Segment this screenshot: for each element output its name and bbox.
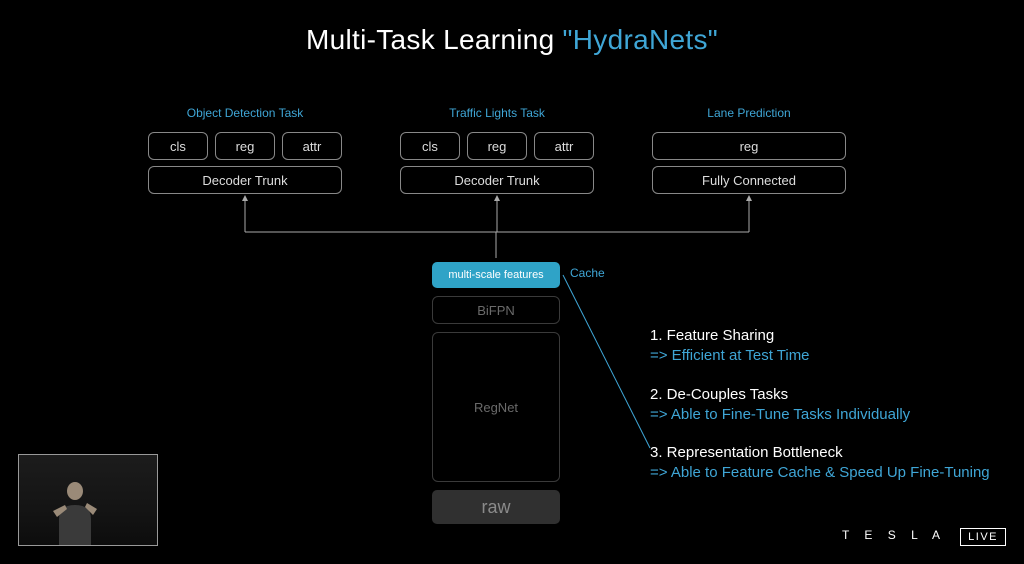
decoder-trunk-1: Decoder Trunk <box>148 166 342 194</box>
speaker-silhouette-icon <box>47 475 103 545</box>
benefit-3-head: 3. Representation Bottleneck <box>650 443 990 463</box>
cell-reg-3: reg <box>652 132 846 160</box>
fully-connected: Fully Connected <box>652 166 846 194</box>
regnet-box: RegNet <box>432 332 560 482</box>
benefit-1-head: 1. Feature Sharing <box>650 326 990 346</box>
benefit-2: 2. De-Couples Tasks => Able to Fine-Tune… <box>650 385 990 426</box>
multi-scale-features-box: multi-scale features <box>432 262 560 288</box>
benefit-3-sub: => Able to Feature Cache & Speed Up Fine… <box>650 463 990 483</box>
cell-cls: cls <box>148 132 208 160</box>
decoder-trunk-2: Decoder Trunk <box>400 166 594 194</box>
benefit-2-head: 2. De-Couples Tasks <box>650 385 990 405</box>
cell-attr-2: attr <box>534 132 594 160</box>
task-label-lane-prediction: Lane Prediction <box>652 106 846 120</box>
benefit-1: 1. Feature Sharing => Efficient at Test … <box>650 326 990 367</box>
brand-logo: T E S L A <box>842 528 946 542</box>
cell-reg: reg <box>215 132 275 160</box>
benefit-2-sub: => Able to Fine-Tune Tasks Individually <box>650 405 990 425</box>
cache-label: Cache <box>570 266 605 280</box>
title-accent: "HydraNets" <box>563 24 718 55</box>
benefit-1-sub: => Efficient at Test Time <box>650 346 990 366</box>
bifpn-box: BiFPN <box>432 296 560 324</box>
speaker-pip <box>18 454 158 546</box>
cell-reg-2: reg <box>467 132 527 160</box>
benefits-list: 1. Feature Sharing => Efficient at Test … <box>650 326 990 502</box>
task-label-object-detection: Object Detection Task <box>148 106 342 120</box>
title-prefix: Multi-Task Learning <box>306 24 563 55</box>
live-badge: LIVE <box>960 528 1006 546</box>
benefit-3: 3. Representation Bottleneck => Able to … <box>650 443 990 484</box>
page-title: Multi-Task Learning "HydraNets" <box>0 24 1024 56</box>
raw-box: raw <box>432 490 560 524</box>
cell-attr: attr <box>282 132 342 160</box>
cell-cls-2: cls <box>400 132 460 160</box>
task-label-traffic-lights: Traffic Lights Task <box>400 106 594 120</box>
